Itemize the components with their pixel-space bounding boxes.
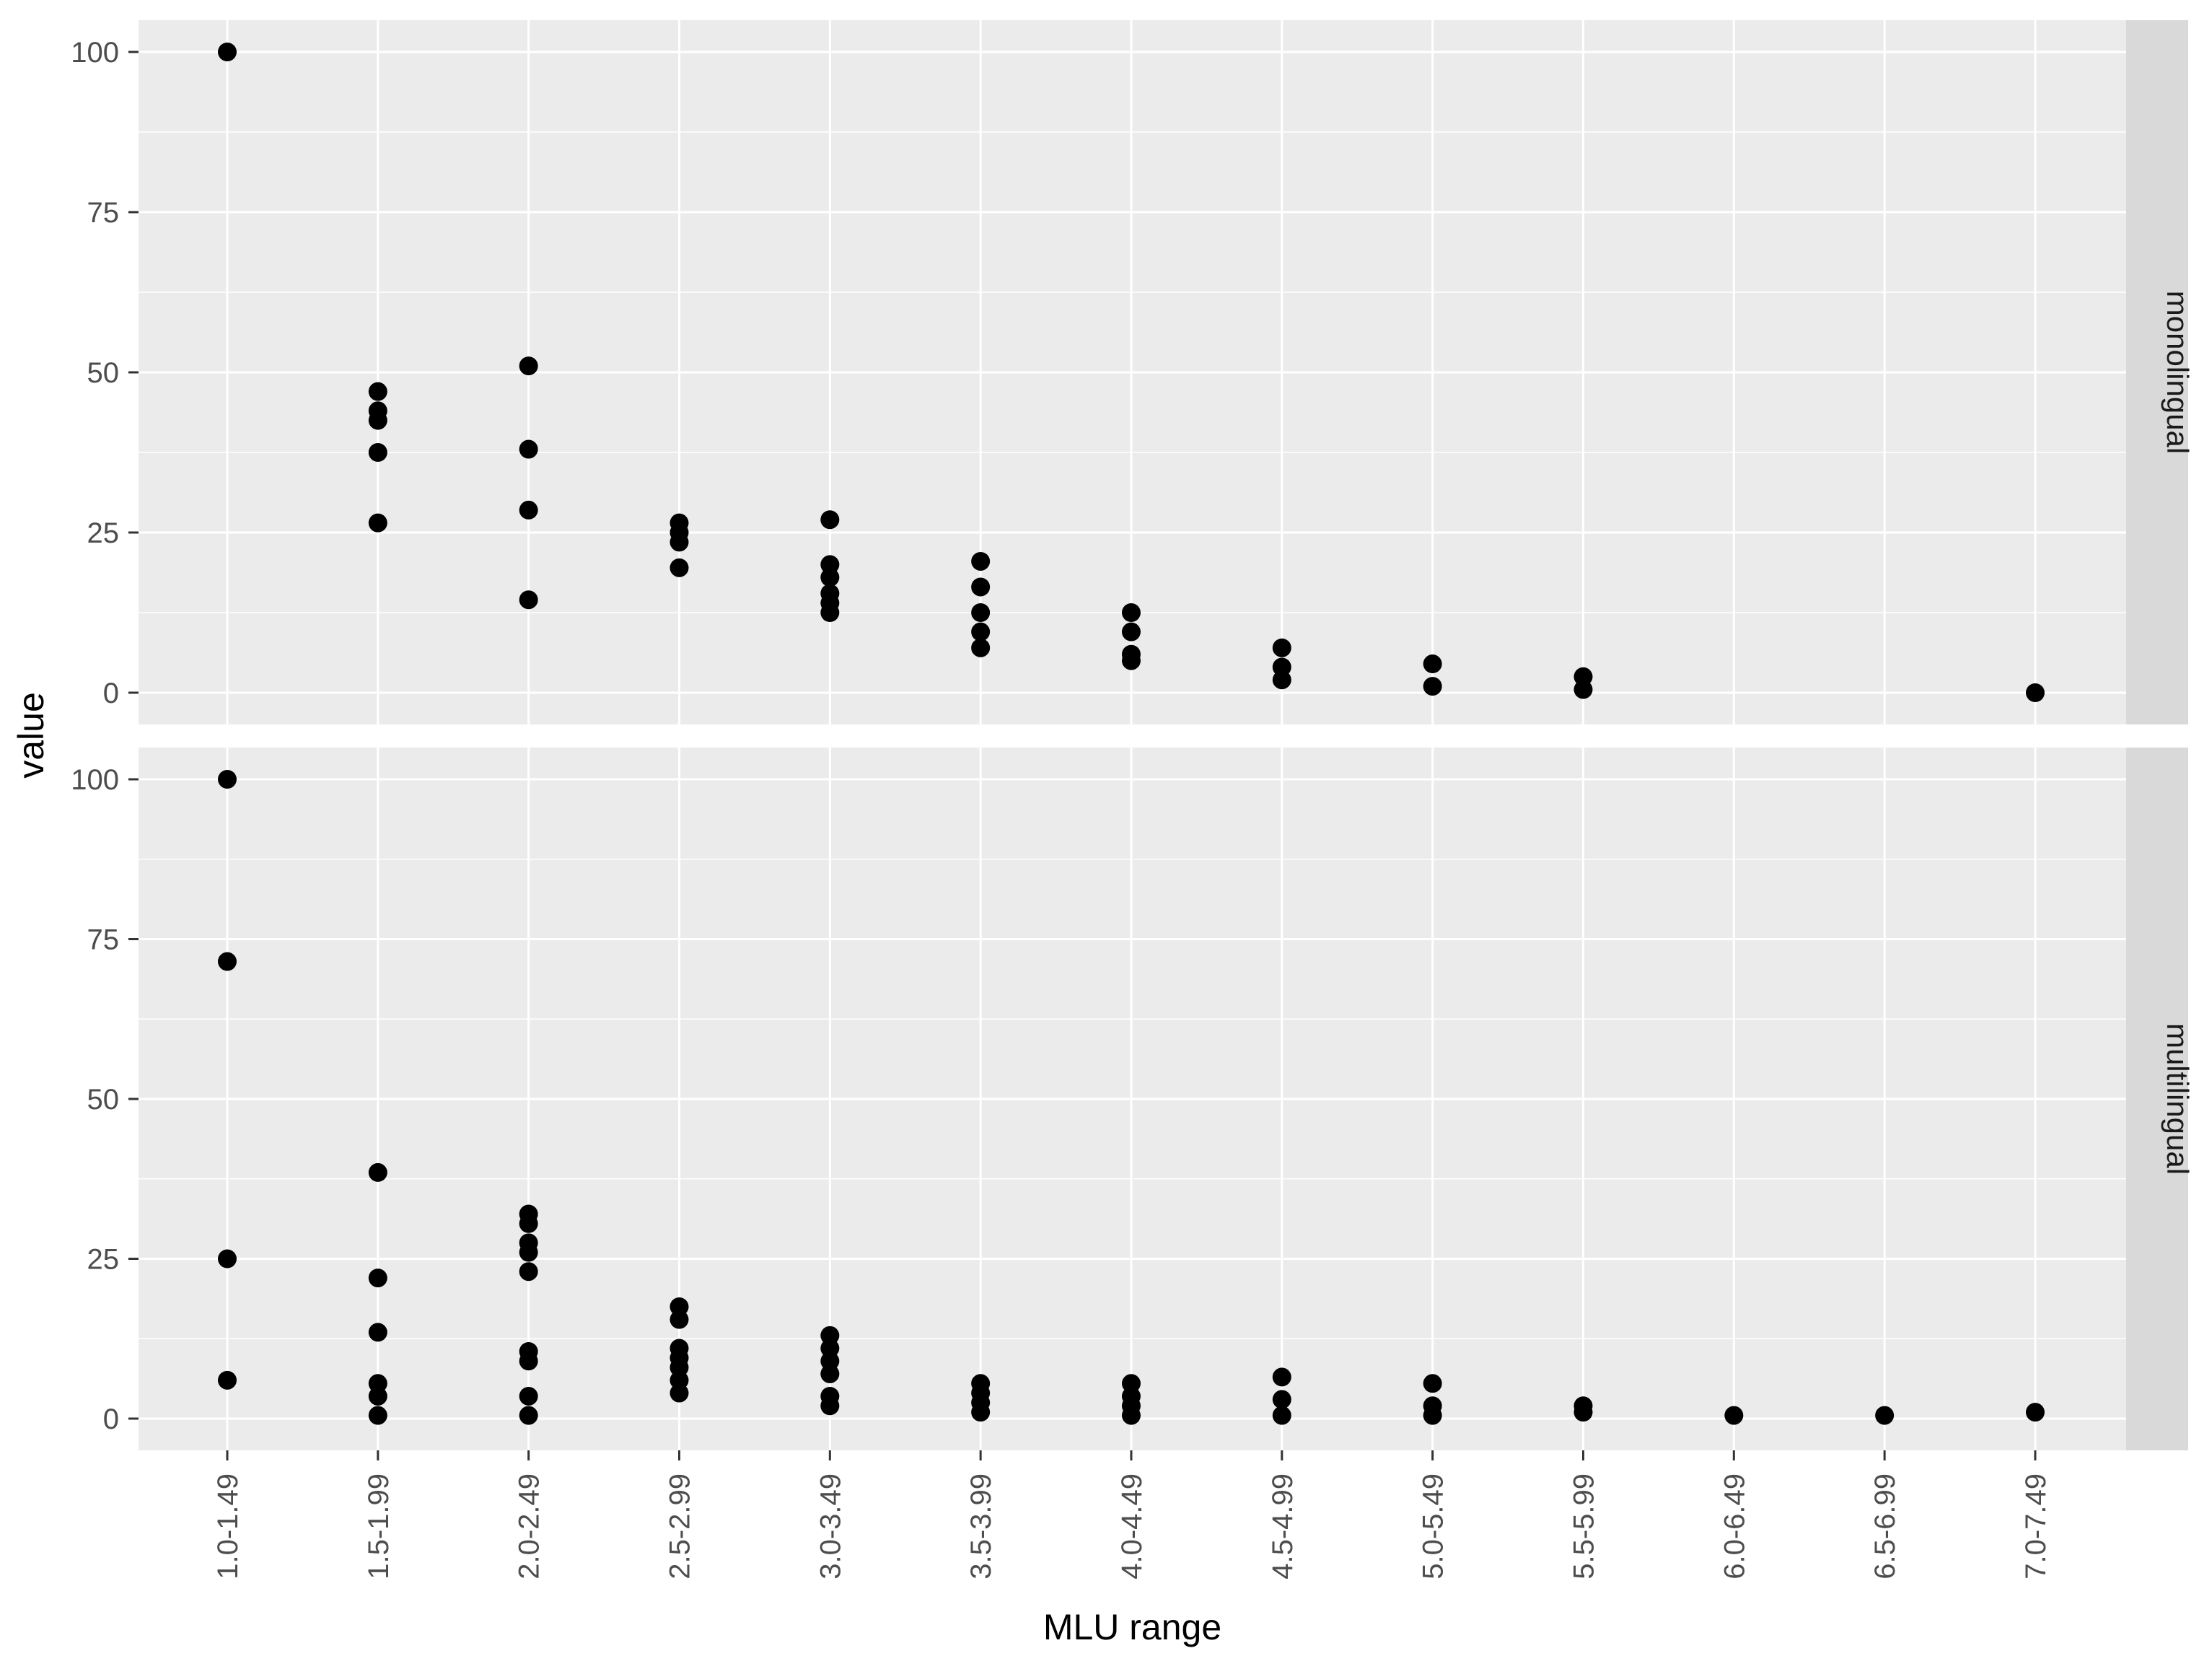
x-tick-label: 4.5-4.99 <box>1267 1473 1299 1580</box>
x-tick-label: 3.5-3.99 <box>965 1473 997 1580</box>
y-tick-label: 75 <box>87 197 120 229</box>
x-tick-label: 4.0-4.49 <box>1116 1473 1148 1580</box>
data-point <box>1875 1406 1895 1425</box>
data-point <box>1423 677 1442 696</box>
data-point <box>1574 680 1593 699</box>
data-point <box>670 558 689 577</box>
data-point <box>368 443 387 462</box>
data-point <box>1272 670 1291 690</box>
data-point <box>368 513 387 533</box>
data-point <box>368 1323 387 1342</box>
data-point <box>820 555 840 574</box>
x-tick-label: 3.0-3.49 <box>815 1473 846 1580</box>
data-point <box>1272 638 1291 657</box>
data-point <box>519 1262 538 1282</box>
data-point <box>971 622 991 641</box>
data-point <box>971 551 991 571</box>
data-point <box>971 1403 991 1422</box>
data-point <box>971 577 991 597</box>
data-point <box>2025 683 2045 702</box>
y-tick-label: 0 <box>103 1403 119 1435</box>
data-point <box>218 770 237 789</box>
data-point <box>820 603 840 622</box>
data-point <box>1272 1367 1291 1387</box>
x-tick-label: 5.5-5.99 <box>1568 1473 1599 1580</box>
data-point <box>519 1351 538 1371</box>
data-point <box>1423 654 1442 674</box>
data-point <box>519 1243 538 1262</box>
data-point <box>1272 657 1291 677</box>
data-point <box>1574 1403 1593 1422</box>
y-tick-label: 75 <box>87 924 120 956</box>
x-tick-label: 2.0-2.49 <box>514 1473 545 1580</box>
x-tick-label: 1.0-1.49 <box>212 1473 244 1580</box>
data-point <box>368 1406 387 1425</box>
data-point <box>1121 622 1141 641</box>
data-point <box>1724 1406 1744 1425</box>
y-tick-label: 50 <box>87 357 120 389</box>
y-tick-label: 100 <box>71 37 119 69</box>
facet-strip-label: multilingual <box>2161 1023 2195 1175</box>
x-tick-label: 7.0-7.49 <box>2020 1473 2052 1580</box>
y-axis-title: value <box>11 692 51 779</box>
data-point <box>820 1364 840 1383</box>
data-point <box>368 1269 387 1288</box>
data-point <box>1423 1374 1442 1393</box>
y-tick-label: 100 <box>71 764 119 796</box>
data-point <box>670 1383 689 1403</box>
facet-panel-monolingual: 0 25 50 75 100 monolingual <box>71 20 2195 724</box>
data-point <box>820 568 840 587</box>
data-point <box>670 1310 689 1329</box>
x-tick-label: 5.0-5.49 <box>1418 1473 1449 1580</box>
data-point <box>971 603 991 622</box>
x-tick-label: 6.5-6.99 <box>1869 1473 1901 1580</box>
data-point <box>820 1396 840 1416</box>
data-point <box>218 1249 237 1269</box>
data-point <box>1272 1390 1291 1409</box>
facet-strip <box>2126 20 2188 724</box>
data-point <box>218 43 237 61</box>
y-tick-label: 25 <box>87 517 120 549</box>
facet-strip-label: monolingual <box>2161 291 2195 455</box>
data-point <box>519 1386 538 1406</box>
data-point <box>368 411 387 430</box>
data-point <box>1121 603 1141 622</box>
data-point <box>1272 1406 1291 1425</box>
x-tick-label: 6.0-6.49 <box>1719 1473 1750 1580</box>
y-tick-label: 50 <box>87 1084 120 1116</box>
data-point <box>519 590 538 610</box>
data-point <box>1423 1406 1442 1425</box>
data-point <box>368 1162 387 1182</box>
y-tick-label: 25 <box>87 1244 120 1276</box>
data-point <box>1121 1406 1141 1425</box>
data-point <box>368 382 387 401</box>
data-point <box>519 439 538 459</box>
data-point <box>670 533 689 552</box>
facet-panel-multilingual: 0 25 50 75 100 multilingual <box>71 748 2195 1450</box>
facet-strip <box>2126 748 2188 1450</box>
data-point <box>218 952 237 971</box>
data-point <box>519 356 538 376</box>
x-tick-label: 2.5-2.99 <box>664 1473 695 1580</box>
x-axis-title: MLU range <box>1043 1607 1221 1647</box>
y-tick-label: 0 <box>103 678 119 709</box>
x-tick-label: 1.5-1.99 <box>363 1473 395 1580</box>
data-point <box>2025 1403 2045 1422</box>
data-point <box>519 500 538 520</box>
data-point <box>218 1370 237 1390</box>
data-point <box>519 1214 538 1233</box>
data-point <box>1574 667 1593 686</box>
data-point <box>1121 651 1141 670</box>
data-point <box>971 638 991 657</box>
data-point <box>820 510 840 530</box>
data-point <box>368 1386 387 1406</box>
data-point <box>519 1406 538 1425</box>
